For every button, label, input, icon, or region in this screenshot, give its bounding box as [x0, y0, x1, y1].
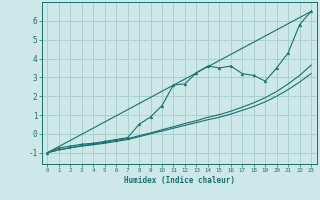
X-axis label: Humidex (Indice chaleur): Humidex (Indice chaleur)	[124, 176, 235, 185]
